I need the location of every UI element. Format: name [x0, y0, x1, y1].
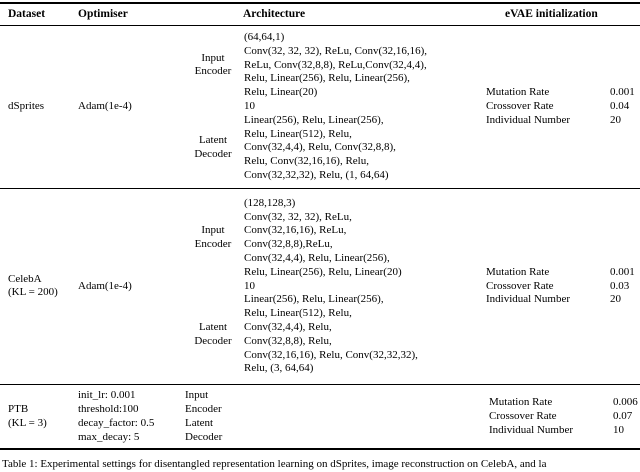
encoder-arch-line: Conv(32,8,8),ReLu, — [244, 238, 333, 251]
latent-dimension: 10 — [244, 99, 255, 112]
encoder-arch-line: Conv(32,16,16), ReLu, — [244, 224, 347, 237]
evae-initialization-cell: Mutation Rate 0.006 Crossover Rate 0.07 … — [481, 389, 640, 444]
optimiser-param: decay_factor: 0.5 — [78, 416, 155, 429]
architecture-cell: Input Encoder (64,64,1) Conv(32, 32, 32)… — [182, 31, 478, 183]
encoder-arch-line: Relu, Linear(256), Relu, Linear(20) — [244, 265, 402, 278]
decoder-arch-line: Relu, Linear(512), Relu, — [244, 127, 352, 140]
table-row-ptb: PTB (KL = 3) init_lr: 0.001 threshold:10… — [0, 384, 640, 448]
decoder-label-line: Decoder — [194, 148, 232, 161]
individual-number-label: Individual Number — [486, 293, 571, 306]
encoder-arch-line: (64,64,1) — [244, 31, 285, 43]
crossover-rate-label: Crossover Rate — [489, 409, 557, 422]
encoder-label: Input Encoder — [182, 197, 244, 280]
architecture-cell: Input Encoder (128,128,3) Conv(32, 32, 3… — [182, 197, 478, 376]
decoder-arch-line: Linear(256), Relu, Linear(256), — [244, 113, 384, 126]
encoder-arch-line: Relu, Linear(256), Relu, Linear(256), — [244, 72, 410, 85]
column-header-dataset: Dataset — [8, 7, 46, 20]
evae-initialization-cell: Mutation Rate 0.001 Crossover Rate 0.03 … — [478, 197, 640, 376]
encoder-block: Input Encoder (64,64,1) Conv(32, 32, 32)… — [182, 31, 478, 100]
table-bottom-rule — [0, 448, 640, 451]
individual-number-value: 20 — [610, 293, 621, 306]
encoder-arch-line: (128,128,3) — [244, 196, 296, 209]
optimiser-param: max_decay: 5 — [78, 430, 140, 443]
encoder-arch-line: Conv(32,4,4), Relu, Linear(256), — [244, 251, 390, 264]
decoder-arch-line: Conv(32,16,16), Relu, Conv(32,32,32), — [244, 348, 418, 361]
column-header-evae-initialization: eVAE initialization — [505, 7, 598, 20]
individual-number-label: Individual Number — [489, 423, 574, 436]
encoder-block: Input Encoder (128,128,3) Conv(32, 32, 3… — [182, 197, 478, 280]
decoder-arch-line: Conv(32,4,4), Relu, — [244, 320, 332, 333]
individual-number-value: 20 — [610, 113, 621, 126]
arch-label-line: Input — [185, 389, 209, 402]
encoder-arch-line: Relu, Linear(20) — [244, 86, 318, 99]
encoder-arch-line: Conv(32, 32, 32), ReLu, Conv(32,16,16), — [244, 44, 428, 57]
crossover-rate-label: Crossover Rate — [486, 279, 554, 292]
decoder-block: Latent Decoder Linear(256), Relu, Linear… — [182, 114, 478, 183]
mutation-rate-label: Mutation Rate — [486, 86, 550, 99]
evae-initialization-cell: Mutation Rate 0.001 Crossover Rate 0.04 … — [478, 31, 640, 183]
dataset-kl-note: (KL = 3) — [8, 416, 47, 429]
encoder-label-line: Encoder — [194, 65, 232, 78]
decoder-label-line: Latent — [198, 320, 228, 333]
arch-label-line: Decoder — [185, 430, 223, 443]
mutation-rate-value: 0.001 — [610, 86, 635, 99]
decoder-label: Latent Decoder — [182, 293, 244, 376]
encoder-arch-line: Conv(32, 32, 32), ReLu, — [244, 210, 352, 223]
decoder-arch-line: Relu, (3, 64,64) — [244, 362, 314, 375]
dataset-name: CelebA — [8, 272, 42, 285]
arch-label-line: Encoder — [185, 402, 222, 415]
crossover-rate-value: 0.03 — [610, 279, 630, 292]
optimiser-param: threshold:100 — [78, 402, 139, 415]
table-row-celeba: CelebA (KL = 200) Adam(1e-4) Input Encod… — [0, 187, 640, 384]
decoder-arch-line: Conv(32,4,4), Relu, Conv(32,8,8), — [244, 141, 396, 154]
individual-number-value: 10 — [613, 423, 624, 436]
architecture-cell: Input Encoder Latent Decoder — [182, 389, 481, 444]
encoder-label-line: Input — [201, 51, 225, 64]
decoder-label-line: Latent — [198, 134, 228, 147]
dataset-kl-note: (KL = 200) — [8, 286, 58, 299]
crossover-rate-value: 0.04 — [610, 99, 630, 112]
crossover-rate-label: Crossover Rate — [486, 99, 554, 112]
optimiser-value: Adam(1e-4) — [78, 279, 132, 292]
table-header-row: Dataset Optimiser Architecture eVAE init… — [0, 4, 640, 26]
column-header-optimiser: Optimiser — [78, 7, 128, 20]
encoder-label-line: Input — [201, 224, 225, 237]
decoder-arch-line: Linear(256), Relu, Linear(256), — [244, 293, 384, 306]
dataset-name: PTB — [8, 402, 29, 415]
encoder-arch-line: ReLu, Conv(32,8,8), ReLu,Conv(32,4,4), — [244, 58, 427, 71]
decoder-arch-line: Relu, Conv(32,16,16), Relu, — [244, 155, 369, 168]
table-row-dsprites: dSprites Adam(1e-4) Input Encoder (64,64… — [0, 26, 640, 188]
crossover-rate-value: 0.07 — [613, 409, 633, 422]
dataset-name: dSprites — [8, 99, 45, 112]
decoder-label: Latent Decoder — [182, 114, 244, 183]
latent-dimension: 10 — [244, 279, 255, 292]
mutation-rate-label: Mutation Rate — [489, 396, 553, 409]
column-header-architecture: Architecture — [243, 7, 306, 20]
encoder-label: Input Encoder — [182, 31, 244, 100]
decoder-label-line: Decoder — [194, 334, 232, 347]
table-caption: Table 1: Experimental settings for disen… — [2, 458, 547, 471]
arch-label-line: Latent — [185, 416, 214, 429]
decoder-arch-line: Relu, Linear(512), Relu, — [244, 307, 352, 320]
table-top-rule — [0, 2, 640, 4]
mutation-rate-value: 0.001 — [610, 265, 635, 278]
decoder-arch-line: Conv(32,8,8), Relu, — [244, 334, 332, 347]
decoder-block: Latent Decoder Linear(256), Relu, Linear… — [182, 293, 478, 376]
optimiser-value: Adam(1e-4) — [78, 99, 132, 112]
optimiser-param: init_lr: 0.001 — [78, 389, 136, 402]
decoder-arch-line: Conv(32,32,32), Relu, (1, 64,64) — [244, 168, 389, 181]
encoder-label-line: Encoder — [194, 238, 232, 251]
optimiser-cell: init_lr: 0.001 threshold:100 decay_facto… — [78, 389, 182, 444]
mutation-rate-label: Mutation Rate — [486, 265, 550, 278]
individual-number-label: Individual Number — [486, 113, 571, 126]
mutation-rate-value: 0.006 — [613, 396, 638, 409]
